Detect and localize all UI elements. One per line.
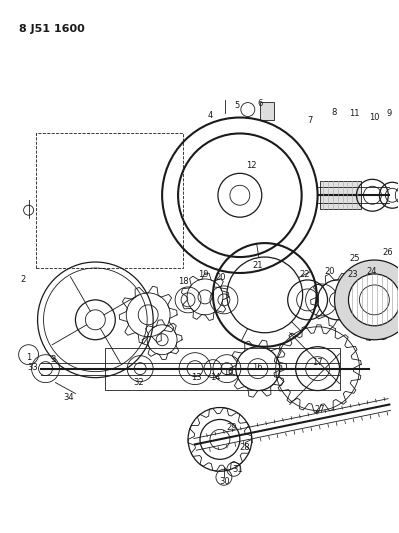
Text: 12: 12	[247, 161, 257, 170]
Bar	[320, 181, 361, 209]
Text: 8: 8	[332, 108, 337, 117]
Text: 14: 14	[210, 373, 220, 382]
Text: 18: 18	[178, 278, 188, 286]
Text: 22: 22	[299, 270, 310, 279]
Text: 8 J51 1600: 8 J51 1600	[19, 24, 84, 34]
Text: 3: 3	[50, 355, 55, 364]
Text: 11: 11	[349, 109, 360, 118]
Bar	[36, 133, 183, 268]
Circle shape	[348, 274, 399, 326]
Text: 6: 6	[257, 99, 263, 108]
Text: 15: 15	[223, 368, 233, 377]
Text: 13: 13	[191, 373, 201, 382]
Text: 7: 7	[307, 116, 312, 125]
Text: 16: 16	[253, 363, 263, 372]
Text: 34: 34	[63, 393, 74, 402]
Text: 19: 19	[198, 270, 208, 279]
Text: 4: 4	[207, 111, 213, 120]
Text: 31: 31	[233, 465, 243, 474]
Text: 5: 5	[234, 101, 239, 110]
Bar	[105, 348, 340, 390]
Text: 20: 20	[324, 268, 335, 277]
Text: 25: 25	[349, 254, 360, 263]
Text: 2: 2	[20, 276, 25, 285]
Text: 17: 17	[312, 358, 323, 367]
Text: 20: 20	[216, 273, 226, 282]
Text: 1: 1	[26, 353, 31, 362]
Text: 33: 33	[27, 363, 38, 372]
Text: 23: 23	[347, 270, 358, 279]
Text: 26: 26	[382, 247, 393, 256]
Text: 28: 28	[239, 443, 250, 452]
Bar	[260, 102, 274, 119]
Text: 10: 10	[369, 113, 379, 122]
Text: 32: 32	[133, 378, 144, 387]
Text: 30: 30	[219, 477, 230, 486]
Text: 9: 9	[387, 109, 392, 118]
Text: 29: 29	[227, 423, 237, 432]
Text: 24: 24	[366, 268, 377, 277]
Text: 21: 21	[253, 261, 263, 270]
Text: 27: 27	[314, 405, 325, 414]
Circle shape	[334, 260, 399, 340]
